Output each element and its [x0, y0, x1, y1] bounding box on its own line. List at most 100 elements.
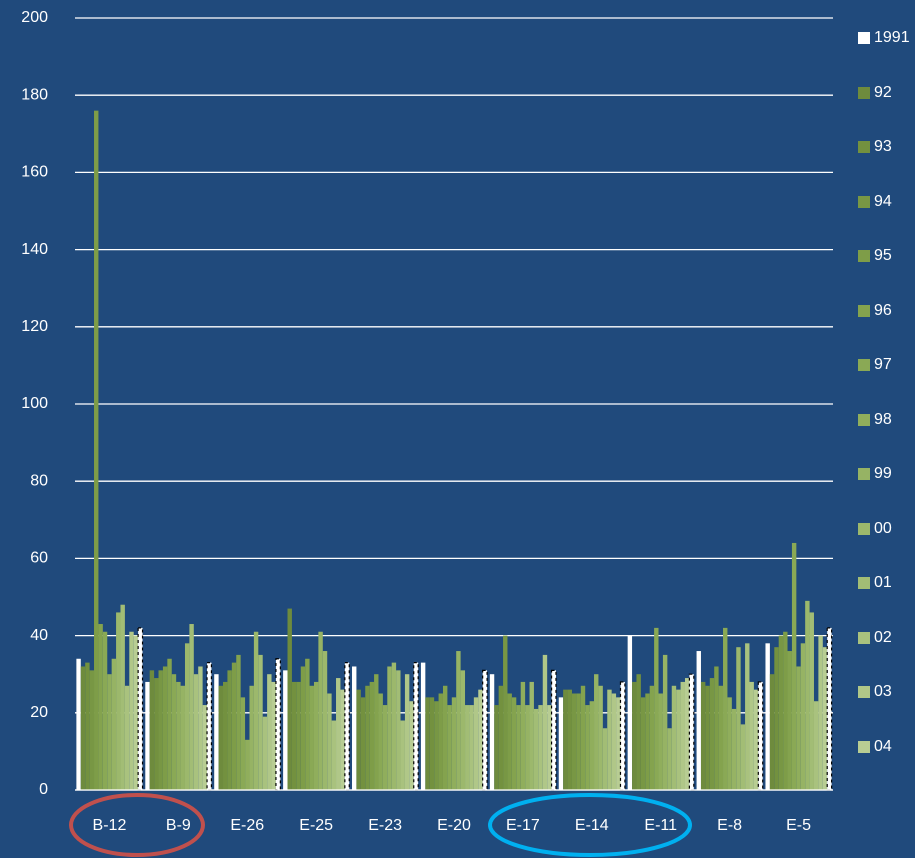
bar — [516, 705, 521, 790]
bar — [676, 689, 681, 790]
bar — [489, 674, 495, 790]
bar — [636, 674, 641, 790]
bar — [547, 705, 552, 790]
x-tick-label: E-11 — [644, 817, 677, 834]
bar — [602, 728, 608, 790]
bar — [313, 681, 319, 790]
bar — [409, 701, 414, 790]
bar — [818, 635, 823, 790]
x-tick-label: B-12 — [93, 817, 127, 834]
bar — [460, 670, 466, 790]
bar — [765, 643, 770, 790]
bar — [404, 674, 410, 790]
bar — [378, 693, 383, 790]
bar — [442, 685, 448, 790]
y-tick-label: 40 — [30, 627, 48, 644]
bar — [80, 666, 86, 790]
bar — [542, 654, 548, 790]
bar — [158, 670, 163, 790]
bar — [133, 635, 139, 790]
bar — [787, 651, 792, 790]
x-tick-label: E-17 — [506, 817, 540, 834]
bar — [736, 647, 741, 790]
bar — [309, 685, 314, 790]
bar — [434, 701, 439, 790]
bar — [503, 635, 508, 790]
bar — [336, 678, 341, 790]
bar — [98, 624, 103, 790]
bar — [283, 670, 288, 790]
bar — [420, 662, 426, 790]
bar — [218, 685, 224, 790]
legend-swatch — [858, 686, 870, 698]
bar — [498, 685, 504, 790]
x-tick-label: E-14 — [575, 817, 609, 834]
x-tick-label: E-8 — [717, 817, 742, 834]
bar — [253, 631, 259, 790]
y-tick-label: 120 — [21, 318, 48, 335]
legend-label: 98 — [874, 410, 892, 428]
legend-label: 1991 — [874, 29, 910, 46]
y-tick-label: 20 — [30, 704, 48, 721]
bar — [267, 674, 272, 790]
bar — [287, 608, 292, 790]
bar — [374, 674, 379, 790]
bar — [783, 631, 788, 790]
bar — [318, 631, 323, 790]
bar — [607, 689, 612, 790]
bar — [249, 685, 254, 790]
bar — [198, 666, 203, 790]
bar — [167, 658, 172, 790]
bar — [805, 600, 810, 790]
bar — [645, 693, 650, 790]
legend-item: 97 — [858, 356, 910, 373]
bar — [391, 662, 397, 790]
bar — [598, 685, 603, 790]
y-tick-label: 180 — [21, 86, 48, 103]
y-tick-label: 60 — [30, 550, 48, 567]
bar — [753, 689, 759, 790]
bar — [180, 685, 185, 790]
bar — [189, 624, 194, 790]
bar — [429, 697, 435, 790]
bar — [684, 678, 690, 790]
legend-swatch — [858, 32, 870, 44]
bar — [571, 693, 577, 790]
bar — [749, 681, 754, 790]
bar — [231, 662, 237, 790]
bar — [769, 674, 775, 790]
legend-swatch — [858, 359, 870, 371]
x-tick-label: E-26 — [230, 817, 264, 834]
legend-label: 02 — [874, 628, 892, 646]
legend-swatch — [858, 141, 870, 153]
x-tick-label: E-23 — [368, 817, 402, 834]
bar — [129, 631, 134, 790]
bar — [654, 627, 659, 790]
bar — [563, 689, 568, 790]
blue-highlight — [488, 793, 692, 857]
legend-label: 03 — [874, 683, 892, 700]
bar — [696, 651, 701, 790]
legend-item: 1991 — [858, 29, 910, 46]
bar — [731, 708, 737, 790]
bar — [718, 685, 724, 790]
legend-label: 97 — [874, 356, 892, 373]
bar — [538, 705, 543, 790]
bar — [507, 693, 512, 790]
bar — [745, 643, 750, 790]
bar — [809, 612, 814, 790]
bar — [236, 654, 241, 790]
bar — [356, 689, 361, 790]
bar — [473, 697, 479, 790]
bar — [300, 666, 306, 790]
bar — [305, 658, 310, 790]
bar — [529, 681, 534, 790]
bar — [291, 681, 297, 790]
bar — [649, 685, 655, 790]
legend-label: 04 — [874, 737, 892, 755]
x-tick-label: B-9 — [166, 817, 191, 834]
bar — [700, 681, 706, 790]
bar — [89, 670, 95, 790]
bar — [800, 643, 806, 790]
bar — [688, 673, 695, 791]
